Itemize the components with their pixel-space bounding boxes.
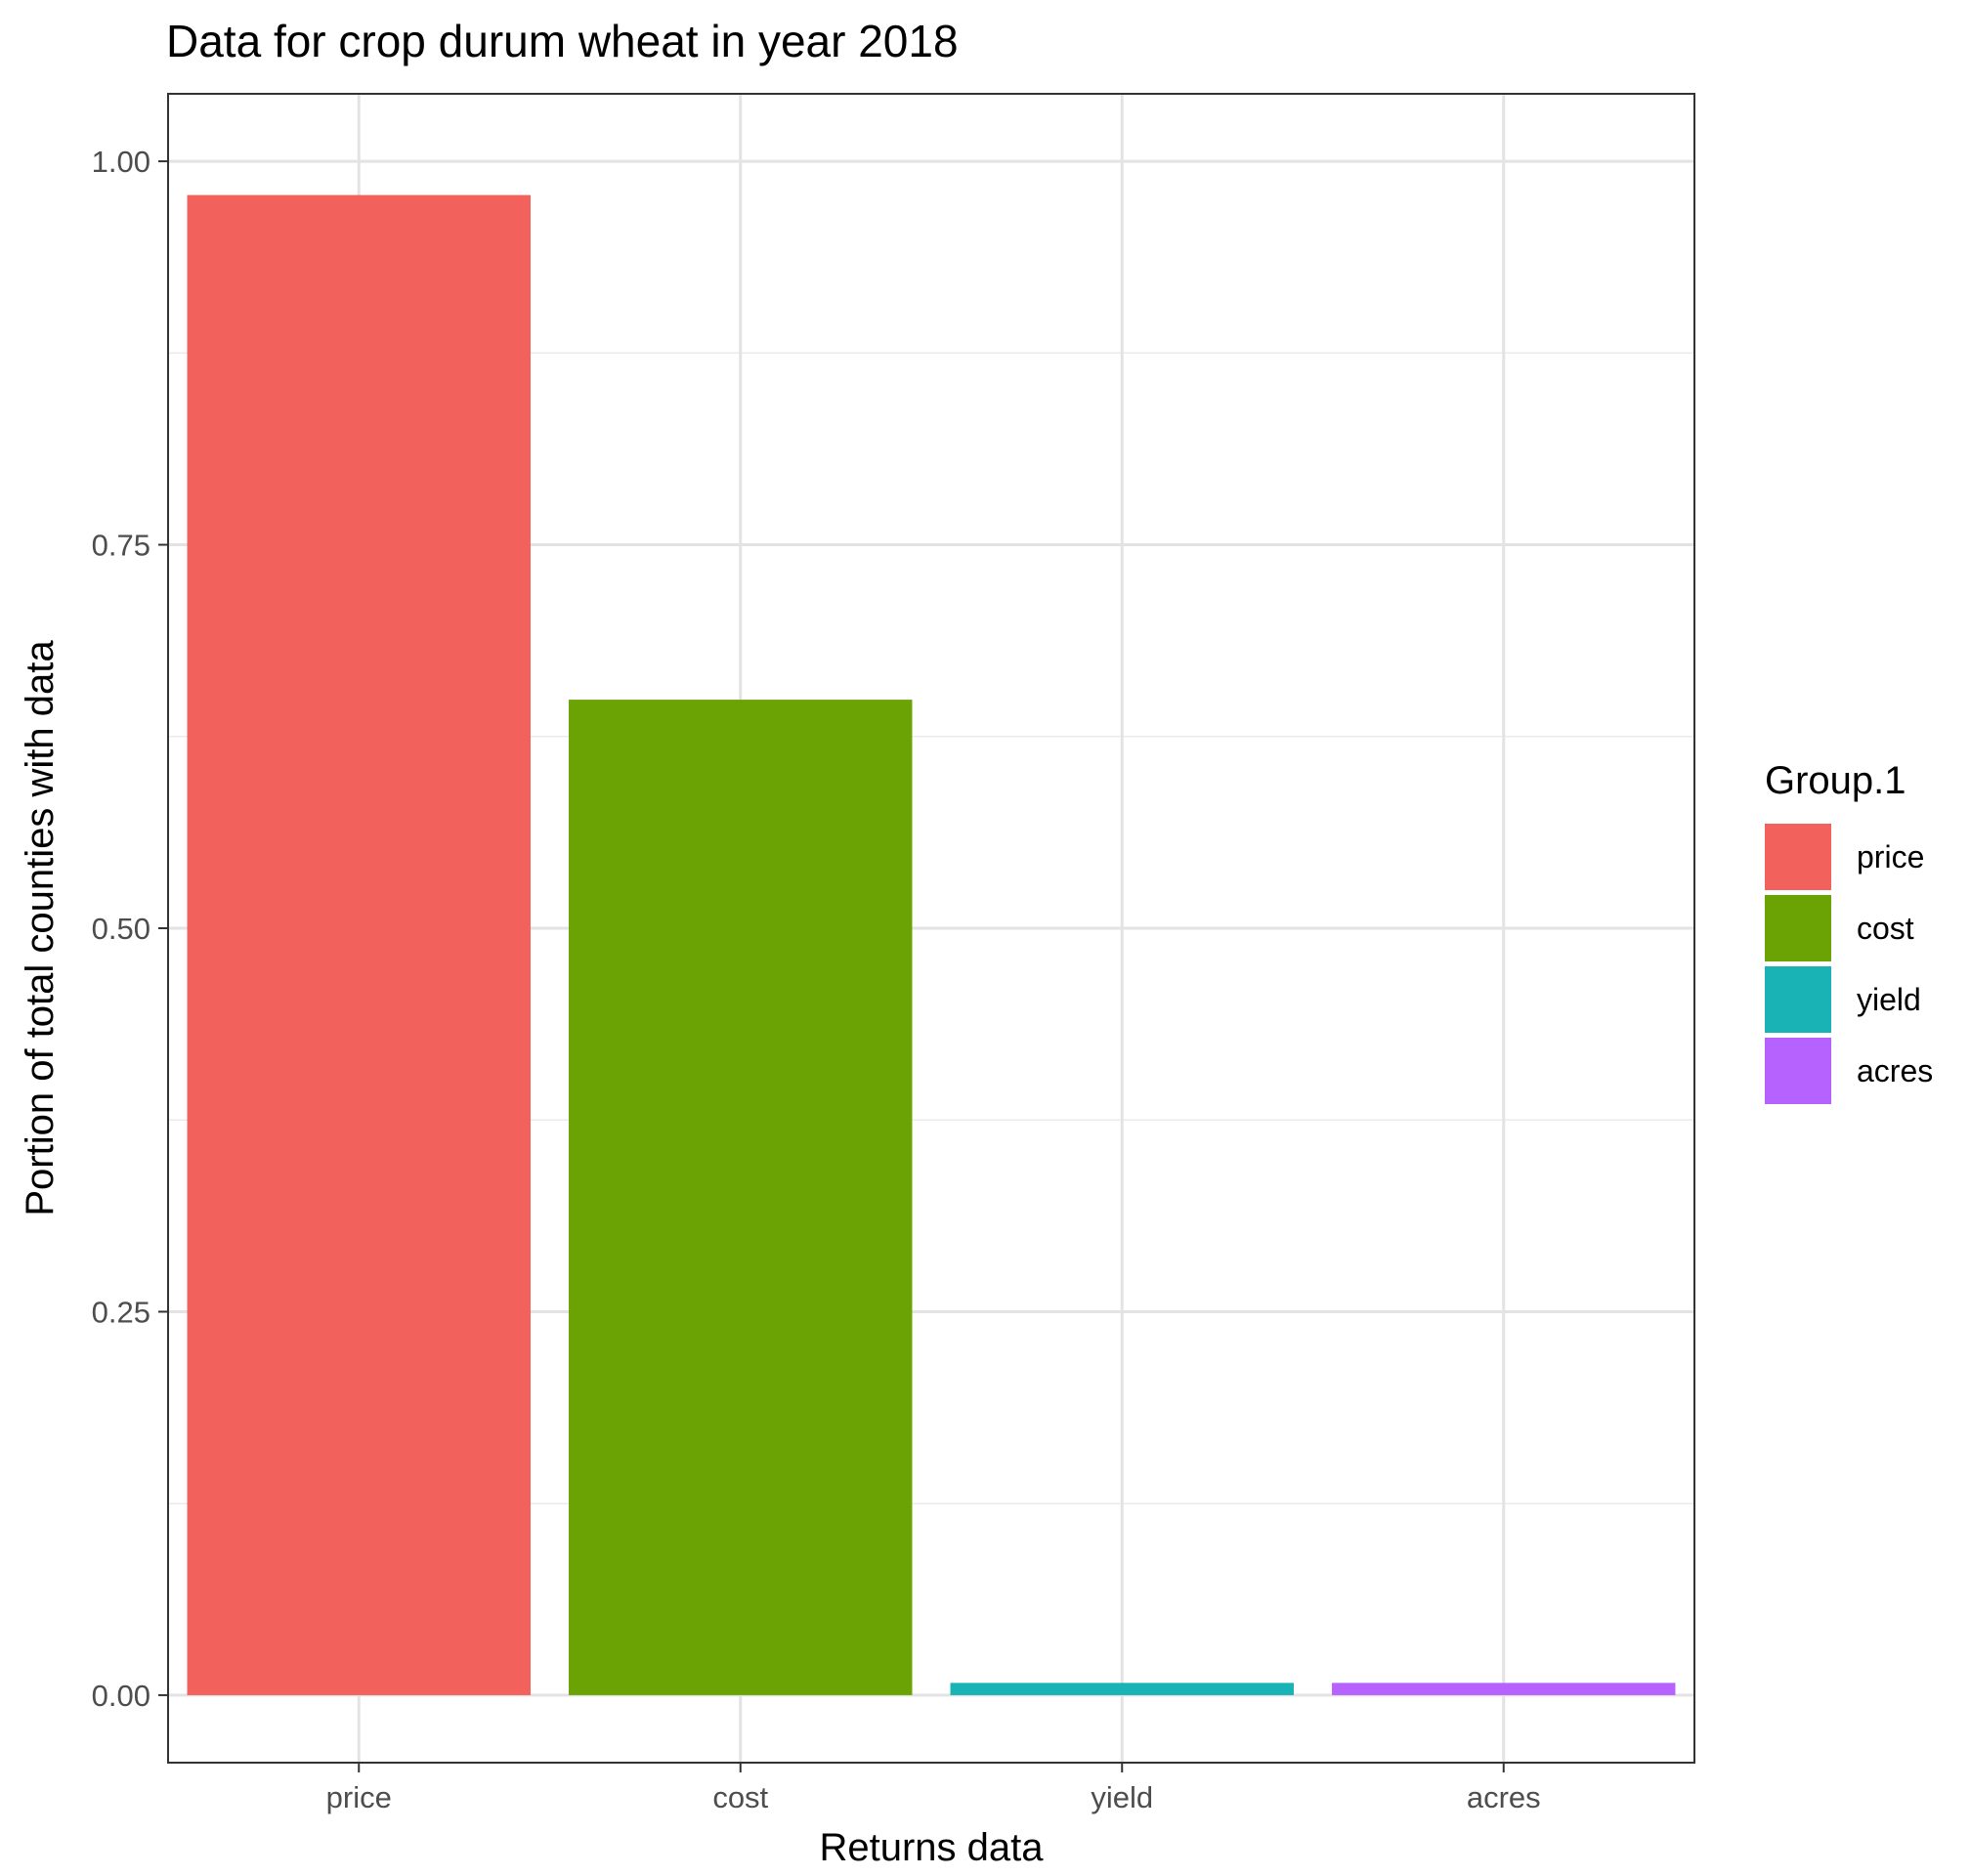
legend-label: acres: [1857, 1053, 1933, 1088]
legend: Group.1 price cost yield acres: [1765, 759, 1933, 1104]
legend-key-acres: [1765, 1038, 1831, 1104]
x-axis: price cost yield acres: [326, 1763, 1541, 1814]
x-tick-label: cost: [712, 1780, 768, 1814]
legend-title: Group.1: [1765, 759, 1906, 802]
legend-key-price: [1765, 824, 1831, 890]
x-tick-label: acres: [1467, 1780, 1541, 1814]
y-axis-label: Portion of total counties with data: [19, 640, 62, 1216]
chart-title: Data for crop durum wheat in year 2018: [166, 16, 959, 66]
y-tick-label: 0.50: [92, 912, 150, 946]
legend-label: yield: [1857, 982, 1921, 1017]
bar-acres: [1332, 1683, 1676, 1695]
y-tick-label: 1.00: [92, 145, 150, 179]
y-tick-label: 0.00: [92, 1679, 150, 1713]
legend-label: cost: [1857, 911, 1914, 946]
legend-key-yield: [1765, 966, 1831, 1033]
y-tick-label: 0.25: [92, 1295, 150, 1329]
y-axis: 0.00 0.25 0.50 0.75 1.00: [92, 145, 168, 1713]
x-axis-label: Returns data: [819, 1826, 1044, 1869]
x-tick-label: price: [326, 1780, 392, 1814]
legend-label: price: [1857, 839, 1924, 874]
bar-price: [187, 194, 531, 1695]
bar-cost: [569, 700, 913, 1695]
y-tick-label: 0.75: [92, 529, 150, 563]
x-tick-label: yield: [1091, 1780, 1153, 1814]
bars: [187, 194, 1676, 1695]
legend-key-cost: [1765, 895, 1831, 961]
bar-yield: [950, 1683, 1294, 1695]
